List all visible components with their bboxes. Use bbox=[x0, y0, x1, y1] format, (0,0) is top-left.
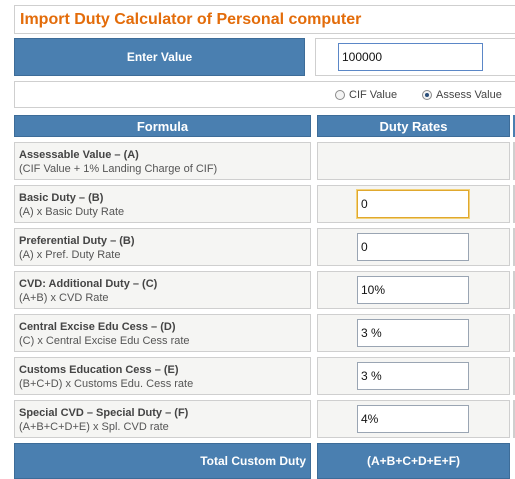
title-bar: Import Duty Calculator of Personal compu… bbox=[14, 5, 515, 34]
row-edge bbox=[513, 185, 515, 223]
enter-value-cell bbox=[315, 38, 515, 76]
cif-value-radio[interactable] bbox=[335, 90, 345, 100]
formula-cell-customs-education-cess: Customs Education Cess – (E) (B+C+D) x C… bbox=[14, 357, 311, 395]
formula-title: Central Excise Edu Cess – (D) bbox=[19, 321, 176, 333]
rate-cell-preferential-duty bbox=[317, 228, 510, 266]
central-excise-edu-cess-rate-input[interactable] bbox=[357, 319, 469, 347]
formula-title: Special CVD – Special Duty – (F) bbox=[19, 407, 189, 419]
header-edge bbox=[513, 115, 515, 137]
total-custom-duty-formula: (A+B+C+D+E+F) bbox=[317, 443, 510, 479]
formula-title: CVD: Additional Duty – (C) bbox=[19, 278, 158, 290]
formula-cell-central-excise-edu-cess: Central Excise Edu Cess – (D) (C) x Cent… bbox=[14, 314, 311, 352]
special-cvd-rate-input[interactable] bbox=[357, 405, 469, 433]
formula-cell-preferential-duty: Preferential Duty – (B) (A) x Pref. Duty… bbox=[14, 228, 311, 266]
formula-title: Basic Duty – (B) bbox=[19, 192, 104, 204]
rate-cell-central-excise-edu-cess bbox=[317, 314, 510, 352]
row-edge bbox=[513, 357, 515, 395]
row-edge bbox=[513, 271, 515, 309]
row-edge bbox=[513, 228, 515, 266]
formula-desc: (A) x Pref. Duty Rate bbox=[19, 249, 121, 261]
row-edge bbox=[513, 142, 515, 180]
row-edge bbox=[513, 400, 515, 438]
formula-column-header: Formula bbox=[14, 115, 311, 137]
rate-cell-special-cvd bbox=[317, 400, 510, 438]
page-title: Import Duty Calculator of Personal compu… bbox=[20, 11, 362, 28]
assess-value-option[interactable]: Assess Value bbox=[422, 89, 502, 101]
cvd-rate-input[interactable] bbox=[357, 276, 469, 304]
rate-cell-cvd-additional-duty bbox=[317, 271, 510, 309]
cif-value-label: CIF Value bbox=[349, 89, 398, 101]
assess-value-radio[interactable] bbox=[422, 90, 432, 100]
formula-cell-special-cvd: Special CVD – Special Duty – (F) (A+B+C+… bbox=[14, 400, 311, 438]
formula-cell-assessable-value: Assessable Value – (A) (CIF Value + 1% L… bbox=[14, 142, 311, 180]
row-edge bbox=[513, 314, 515, 352]
formula-desc: (A) x Basic Duty Rate bbox=[19, 206, 125, 218]
enter-value-input[interactable] bbox=[338, 43, 483, 71]
formula-desc: (C) x Central Excise Edu Cess rate bbox=[19, 335, 190, 347]
duty-rates-column-header: Duty Rates bbox=[317, 115, 510, 137]
formula-desc: (A+B+C+D+E) x Spl. CVD rate bbox=[19, 421, 169, 433]
customs-education-cess-rate-input[interactable] bbox=[357, 362, 469, 390]
formula-cell-basic-duty: Basic Duty – (B) (A) x Basic Duty Rate bbox=[14, 185, 311, 223]
assess-value-label: Assess Value bbox=[436, 89, 502, 101]
formula-title: Customs Education Cess – (E) bbox=[19, 364, 179, 376]
rate-cell-basic-duty bbox=[317, 185, 510, 223]
rate-cell-assessable-value bbox=[317, 142, 510, 180]
formula-desc: (B+C+D) x Customs Edu. Cess rate bbox=[19, 378, 194, 390]
basic-duty-rate-input[interactable] bbox=[357, 190, 469, 218]
formula-title: Preferential Duty – (B) bbox=[19, 235, 135, 247]
formula-cell-cvd-additional-duty: CVD: Additional Duty – (C) (A+B) x CVD R… bbox=[14, 271, 311, 309]
cif-value-option[interactable]: CIF Value bbox=[335, 89, 397, 101]
total-custom-duty-label: Total Custom Duty bbox=[14, 443, 311, 479]
value-type-radio-group: CIF Value Assess Value bbox=[14, 81, 515, 108]
formula-desc: (CIF Value + 1% Landing Charge of CIF) bbox=[19, 163, 218, 175]
preferential-duty-rate-input[interactable] bbox=[357, 233, 469, 261]
enter-value-label: Enter Value bbox=[14, 38, 305, 76]
formula-title: Assessable Value – (A) bbox=[19, 149, 139, 161]
formula-desc: (A+B) x CVD Rate bbox=[19, 292, 109, 304]
rate-cell-customs-education-cess bbox=[317, 357, 510, 395]
